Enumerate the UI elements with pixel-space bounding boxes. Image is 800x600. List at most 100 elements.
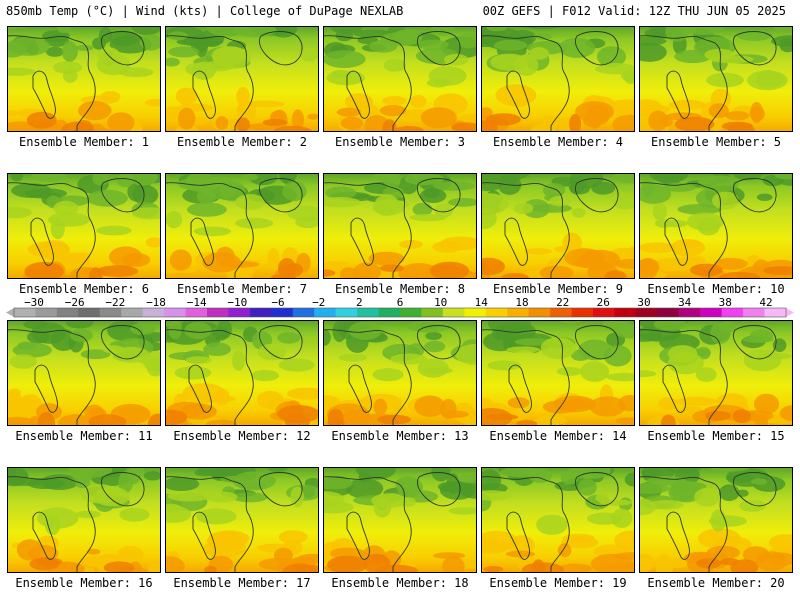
ensemble-member-label: Ensemble Member: 18 [331,576,469,590]
colorbar-swatch [485,308,508,317]
colorbar-swatch [614,308,637,317]
colorbar-swatch [635,308,658,317]
colorbar-swatch [442,308,465,317]
colorbar-tick-label: 10 [434,296,447,309]
colorbar-swatch [99,308,122,317]
colorbar-swatch [678,308,701,317]
ensemble-member-label: Ensemble Member: 13 [331,429,469,443]
colorbar-tick-label: −26 [65,296,85,309]
ensemble-member-map-17 [165,467,319,573]
colorbar-swatch [507,308,529,317]
colorbar-tick-label: −2 [312,296,325,309]
ensemble-member-map-13 [323,320,477,426]
colorbar-swatch [571,308,594,317]
colorbar-swatch [464,308,487,317]
ensemble-member-map-2 [165,26,319,132]
colorbar-tick-label: 14 [475,296,489,309]
ensemble-member-label: Ensemble Member: 19 [489,576,627,590]
colorbar-swatch [142,308,165,317]
colorbar-swatch [764,308,787,317]
colorbar-swatch [249,308,272,317]
colorbar-swatch [228,308,251,317]
ensemble-member-map-8 [323,173,477,279]
colorbar-swatch [378,308,401,317]
colorbar-tick-label: −10 [227,296,247,309]
colorbar-swatch [335,308,358,317]
ensemble-member-label: Ensemble Member: 4 [492,135,624,149]
ensemble-member-label: Ensemble Member: 8 [334,282,466,296]
colorbar-tick-label: −30 [24,296,44,309]
colorbar-swatch [14,308,36,317]
colorbar-right-arrow [786,308,794,317]
colorbar-tick-label: 22 [556,296,569,309]
colorbar-tick-label: −18 [146,296,166,309]
ensemble-member-map-20 [639,467,793,573]
colorbar-swatch [357,308,379,317]
colorbar-swatch [121,308,143,317]
colorbar-swatch [314,308,336,317]
colorbar-swatch [400,308,422,317]
colorbar-tick-label: 38 [719,296,732,309]
colorbar-tick-label: −14 [187,296,207,309]
ensemble-member-map-18 [323,467,477,573]
ensemble-member-map-1 [7,26,161,132]
ensemble-member-label: Ensemble Member: 14 [489,429,627,443]
ensemble-member-label: Ensemble Member: 16 [15,576,153,590]
ensemble-member-map-3 [323,26,477,132]
ensemble-member-map-14 [481,320,635,426]
ensemble-member-map-5 [639,26,793,132]
colorbar-swatch [550,308,572,317]
colorbar-swatch [743,308,765,317]
ensemble-member-map-7 [165,173,319,279]
ensemble-member-label: Ensemble Member: 20 [647,576,785,590]
ensemble-member-label: Ensemble Member: 9 [492,282,624,296]
colorbar-swatch [657,308,680,317]
colorbar-swatch [292,308,315,317]
temperature-colorbar: −30 −26 −22 −18 −14 −10 −6 −2 2 6 10 14 18 22 26 30 34 38… [6,296,794,318]
colorbar-swatch [207,308,229,317]
ensemble-member-map-11 [7,320,161,426]
ensemble-member-map-9 [481,173,635,279]
ensemble-member-label: Ensemble Member: 1 [18,135,150,149]
colorbar-tick-label: 30 [637,296,650,309]
colorbar-tick-label: 2 [356,296,363,309]
colorbar-swatch [528,308,551,317]
colorbar-swatch [35,308,58,317]
colorbar-swatch [271,308,294,317]
ensemble-member-map-10 [639,173,793,279]
colorbar-swatch [56,308,79,317]
colorbar-tick-label: −6 [271,296,284,309]
ensemble-member-map-6 [7,173,161,279]
ensemble-member-map-15 [639,320,793,426]
colorbar-left-arrow [6,308,14,317]
colorbar-tick-label: 6 [397,296,404,309]
ensemble-member-label: Ensemble Member: 6 [18,282,150,296]
ensemble-member-map-4 [481,26,635,132]
colorbar-swatch [421,308,444,317]
colorbar-swatch [721,308,744,317]
colorbar-tick-label: −22 [105,296,125,309]
colorbar-swatch [78,308,101,317]
colorbar-swatch [700,308,722,317]
ensemble-member-map-16 [7,467,161,573]
ensemble-member-map-12 [165,320,319,426]
colorbar-tick-label: 18 [515,296,528,309]
header: 850mb Temp (°C) | Wind (kts) | College o… [0,0,800,22]
ensemble-member-label: Ensemble Member: 5 [650,135,782,149]
header-right-title: 00Z GEFS | F012 Valid: 12Z THU JUN 05 20… [482,4,786,18]
colorbar-tick-label: 42 [759,296,772,309]
ensemble-member-map-19 [481,467,635,573]
colorbar-swatch [593,308,615,317]
ensemble-member-label: Ensemble Member: 2 [176,135,308,149]
ensemble-member-label: Ensemble Member: 7 [176,282,308,296]
ensemble-member-label: Ensemble Member: 10 [647,282,785,296]
ensemble-member-label: Ensemble Member: 12 [173,429,311,443]
colorbar-tick-label: 26 [597,296,610,309]
colorbar-swatch [185,308,208,317]
ensemble-member-label: Ensemble Member: 17 [173,576,311,590]
ensemble-member-label: Ensemble Member: 15 [647,429,785,443]
colorbar-swatch [164,308,186,317]
ensemble-member-label: Ensemble Member: 3 [334,135,466,149]
header-left-title: 850mb Temp (°C) | Wind (kts) | College o… [6,4,404,18]
ensemble-member-label: Ensemble Member: 11 [15,429,153,443]
